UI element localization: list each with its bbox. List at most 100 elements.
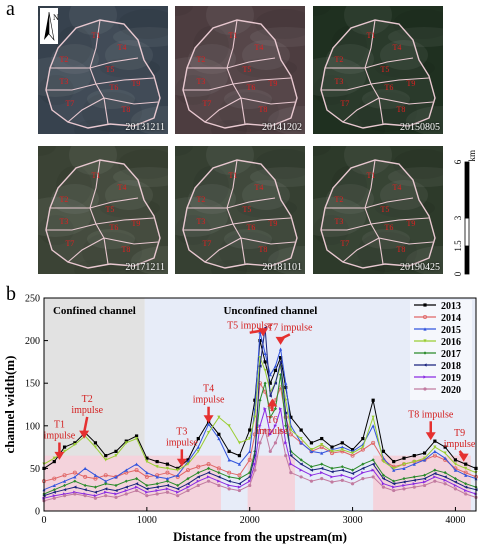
subcatchment-label-t7: T7 [341,99,350,108]
data-point [412,478,416,482]
data-point [206,479,211,483]
data-point [52,490,56,494]
data-point [273,441,278,445]
data-point [145,490,149,494]
data-point [206,475,211,479]
data-point [248,436,252,441]
subcatchment-label-t7: T7 [203,239,212,248]
data-point [330,449,334,453]
data-point [453,468,458,472]
subcatchment-label-t1: T1 [229,171,238,180]
legend-label: 2020 [441,385,461,396]
series-2019 [42,407,478,500]
data-point [124,468,128,472]
data-point [392,468,396,472]
data-point [176,494,180,498]
data-point [464,488,468,493]
legend-label: 2015 [441,325,461,336]
data-point [52,483,56,488]
tile-date-label: 20190425 [400,262,440,273]
panel-a-letter: a [6,0,15,20]
tile-date-label: 20150805 [400,122,440,133]
data-point [371,398,375,402]
data-point [73,485,77,489]
data-point [361,445,365,449]
data-point [253,398,257,402]
data-point [165,490,170,494]
data-point [340,478,344,482]
annotation-arrowhead [203,415,214,424]
data-point [284,381,288,385]
data-point [114,449,118,453]
data-point [134,482,139,486]
data-point [237,488,242,493]
data-point [433,449,437,453]
y-axis-label: channel width(m) [2,356,17,454]
data-point [124,488,128,493]
annotation-text: T2 [82,394,93,405]
annotation-text: impulse [257,426,289,437]
data-point [145,459,149,464]
data-point [186,485,190,489]
watershed-boundary [45,159,161,269]
data-point [299,441,303,445]
data-point [93,490,98,494]
annotation-text: T8 impulse [408,409,454,420]
data-point [423,303,427,307]
tile-date-label: 20171211 [125,262,165,273]
subcatchment-label-t6: T6 [110,83,119,92]
subcatchment-label-t9: T9 [269,219,278,228]
data-point [443,471,447,475]
subcatchment-label-t3: T3 [60,77,69,86]
plot-frame [43,297,477,512]
data-point [83,483,87,488]
data-point [253,462,257,466]
data-point [263,368,267,373]
data-point [381,482,386,486]
annotation-text: impulse [71,405,103,416]
watershed-boundary [182,19,298,129]
legend-item-2013: 2013 [414,301,461,312]
data-point [263,381,267,385]
satellite-tile-20131211: T1 T2 T3 T4 T5 T6 T7 T8 T9 N 20131211 [38,6,168,134]
data-point [248,449,252,453]
data-point [278,360,283,364]
data-point [392,459,396,464]
data-point [422,451,427,455]
region-label: Unconfined channel [223,305,317,317]
annotation-text: impulse [444,439,476,450]
annotation-arrow [82,416,89,433]
annotation-arrowhead [458,453,469,462]
data-point [433,445,437,449]
impulse-zone-0 [44,455,221,511]
subcatchment-label-t2: T2 [60,195,69,204]
legend-label: 2018 [441,361,461,372]
data-point [268,373,272,377]
data-point [412,462,416,466]
data-point [206,471,211,475]
data-point [443,445,447,449]
data-point [330,480,334,484]
data-point [381,449,386,453]
data-point [381,477,386,481]
annotation-arrowhead [54,451,65,460]
data-point [258,424,262,428]
data-point [155,488,159,493]
scale-tick-label: 0 [453,271,463,276]
data-point [268,432,272,436]
subcatchment-label-t5: T5 [243,65,252,74]
subcatchment-label-t2: T2 [335,195,344,204]
region-label: Confined channel [53,305,136,317]
legend-item-2020: 2020 [414,385,461,396]
data-point [402,456,406,460]
data-point [176,468,180,472]
data-point [134,462,139,466]
data-point [196,449,200,453]
data-point [227,424,231,428]
data-point [196,436,200,441]
data-point [104,454,108,458]
data-point [62,483,67,488]
data-point [83,474,88,479]
subcatchment-label-t3: T3 [335,217,344,226]
